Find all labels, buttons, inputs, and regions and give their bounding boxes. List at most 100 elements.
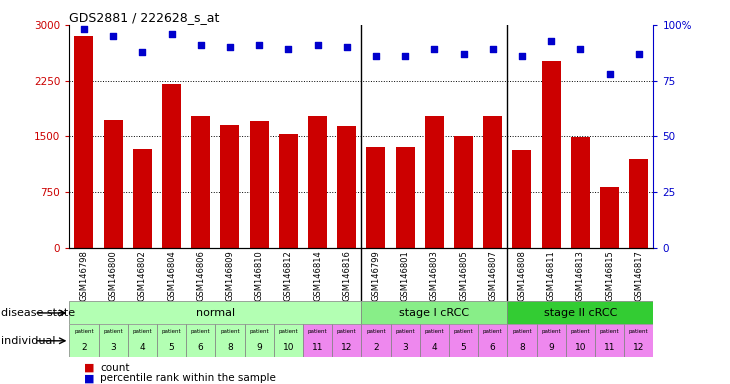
Bar bbox=[104, 120, 123, 248]
Bar bbox=[600, 187, 619, 248]
Text: patient: patient bbox=[571, 329, 590, 334]
Text: patient: patient bbox=[512, 329, 531, 334]
Bar bbox=[366, 147, 385, 248]
Bar bbox=[99, 324, 128, 357]
Text: 9: 9 bbox=[548, 343, 554, 353]
Bar bbox=[391, 324, 420, 357]
Bar bbox=[215, 324, 245, 357]
Text: GSM146810: GSM146810 bbox=[255, 250, 264, 301]
Bar bbox=[361, 324, 391, 357]
Bar bbox=[454, 136, 473, 248]
Text: 6: 6 bbox=[198, 343, 204, 353]
Text: 6: 6 bbox=[490, 343, 496, 353]
Text: 12: 12 bbox=[341, 343, 353, 353]
Bar bbox=[162, 84, 181, 248]
Text: 5: 5 bbox=[461, 343, 466, 353]
Text: patient: patient bbox=[366, 329, 385, 334]
Text: GSM146817: GSM146817 bbox=[634, 250, 643, 301]
Point bbox=[137, 49, 148, 55]
Text: patient: patient bbox=[250, 329, 269, 334]
Text: patient: patient bbox=[600, 329, 619, 334]
Bar bbox=[250, 121, 269, 248]
Text: GSM146804: GSM146804 bbox=[167, 250, 176, 301]
Text: patient: patient bbox=[308, 329, 327, 334]
Point bbox=[604, 71, 615, 77]
Text: GSM146799: GSM146799 bbox=[372, 250, 380, 301]
Bar bbox=[274, 324, 303, 357]
Text: patient: patient bbox=[629, 329, 648, 334]
Bar bbox=[186, 324, 215, 357]
Text: patient: patient bbox=[425, 329, 444, 334]
Text: individual: individual bbox=[1, 336, 55, 346]
Text: GSM146805: GSM146805 bbox=[459, 250, 468, 301]
Bar bbox=[303, 324, 332, 357]
Text: GSM146813: GSM146813 bbox=[576, 250, 585, 301]
Bar bbox=[595, 324, 624, 357]
Text: 2: 2 bbox=[373, 343, 379, 353]
Text: GSM146798: GSM146798 bbox=[80, 250, 88, 301]
Text: patient: patient bbox=[104, 329, 123, 334]
Bar bbox=[449, 324, 478, 357]
Bar bbox=[507, 301, 653, 324]
Text: GSM146815: GSM146815 bbox=[605, 250, 614, 301]
Point bbox=[575, 46, 586, 53]
Point bbox=[253, 42, 265, 48]
Bar bbox=[396, 147, 415, 248]
Point bbox=[429, 46, 440, 53]
Point bbox=[545, 38, 557, 44]
Text: patient: patient bbox=[133, 329, 152, 334]
Text: ■: ■ bbox=[84, 373, 94, 383]
Text: GSM146801: GSM146801 bbox=[401, 250, 410, 301]
Text: disease state: disease state bbox=[1, 308, 75, 318]
Bar bbox=[245, 324, 274, 357]
Point bbox=[516, 53, 528, 59]
Bar bbox=[332, 324, 361, 357]
Text: GSM146811: GSM146811 bbox=[547, 250, 556, 301]
Text: 12: 12 bbox=[633, 343, 645, 353]
Bar bbox=[128, 324, 157, 357]
Text: 4: 4 bbox=[431, 343, 437, 353]
Text: GSM146807: GSM146807 bbox=[488, 250, 497, 301]
Text: patient: patient bbox=[220, 329, 239, 334]
Bar bbox=[483, 116, 502, 248]
Bar bbox=[542, 61, 561, 248]
Text: 8: 8 bbox=[227, 343, 233, 353]
Text: GSM146816: GSM146816 bbox=[342, 250, 351, 301]
Bar bbox=[425, 116, 444, 248]
Text: patient: patient bbox=[279, 329, 298, 334]
Bar bbox=[507, 324, 537, 357]
Bar bbox=[420, 324, 449, 357]
Point bbox=[487, 46, 499, 53]
Text: stage I cRCC: stage I cRCC bbox=[399, 308, 469, 318]
Text: stage II cRCC: stage II cRCC bbox=[544, 308, 617, 318]
Bar bbox=[191, 116, 210, 248]
Text: patient: patient bbox=[483, 329, 502, 334]
Point bbox=[399, 53, 411, 59]
Text: percentile rank within the sample: percentile rank within the sample bbox=[100, 373, 276, 383]
Bar bbox=[69, 301, 361, 324]
Bar bbox=[157, 324, 186, 357]
Bar bbox=[629, 159, 648, 248]
Bar bbox=[69, 324, 99, 357]
Point bbox=[633, 51, 645, 57]
Text: patient: patient bbox=[191, 329, 210, 334]
Text: 11: 11 bbox=[312, 343, 323, 353]
Point bbox=[312, 42, 323, 48]
Bar bbox=[220, 125, 239, 248]
Text: ■: ■ bbox=[84, 363, 94, 373]
Point bbox=[78, 26, 90, 33]
Bar bbox=[566, 324, 595, 357]
Text: patient: patient bbox=[162, 329, 181, 334]
Bar bbox=[478, 324, 507, 357]
Text: 3: 3 bbox=[110, 343, 116, 353]
Bar bbox=[361, 301, 507, 324]
Point bbox=[370, 53, 382, 59]
Text: 11: 11 bbox=[604, 343, 615, 353]
Text: patient: patient bbox=[454, 329, 473, 334]
Bar bbox=[74, 36, 93, 248]
Text: GDS2881 / 222628_s_at: GDS2881 / 222628_s_at bbox=[69, 11, 220, 24]
Text: GSM146806: GSM146806 bbox=[196, 250, 205, 301]
Text: patient: patient bbox=[74, 329, 93, 334]
Bar bbox=[337, 126, 356, 248]
Text: GSM146809: GSM146809 bbox=[226, 250, 234, 301]
